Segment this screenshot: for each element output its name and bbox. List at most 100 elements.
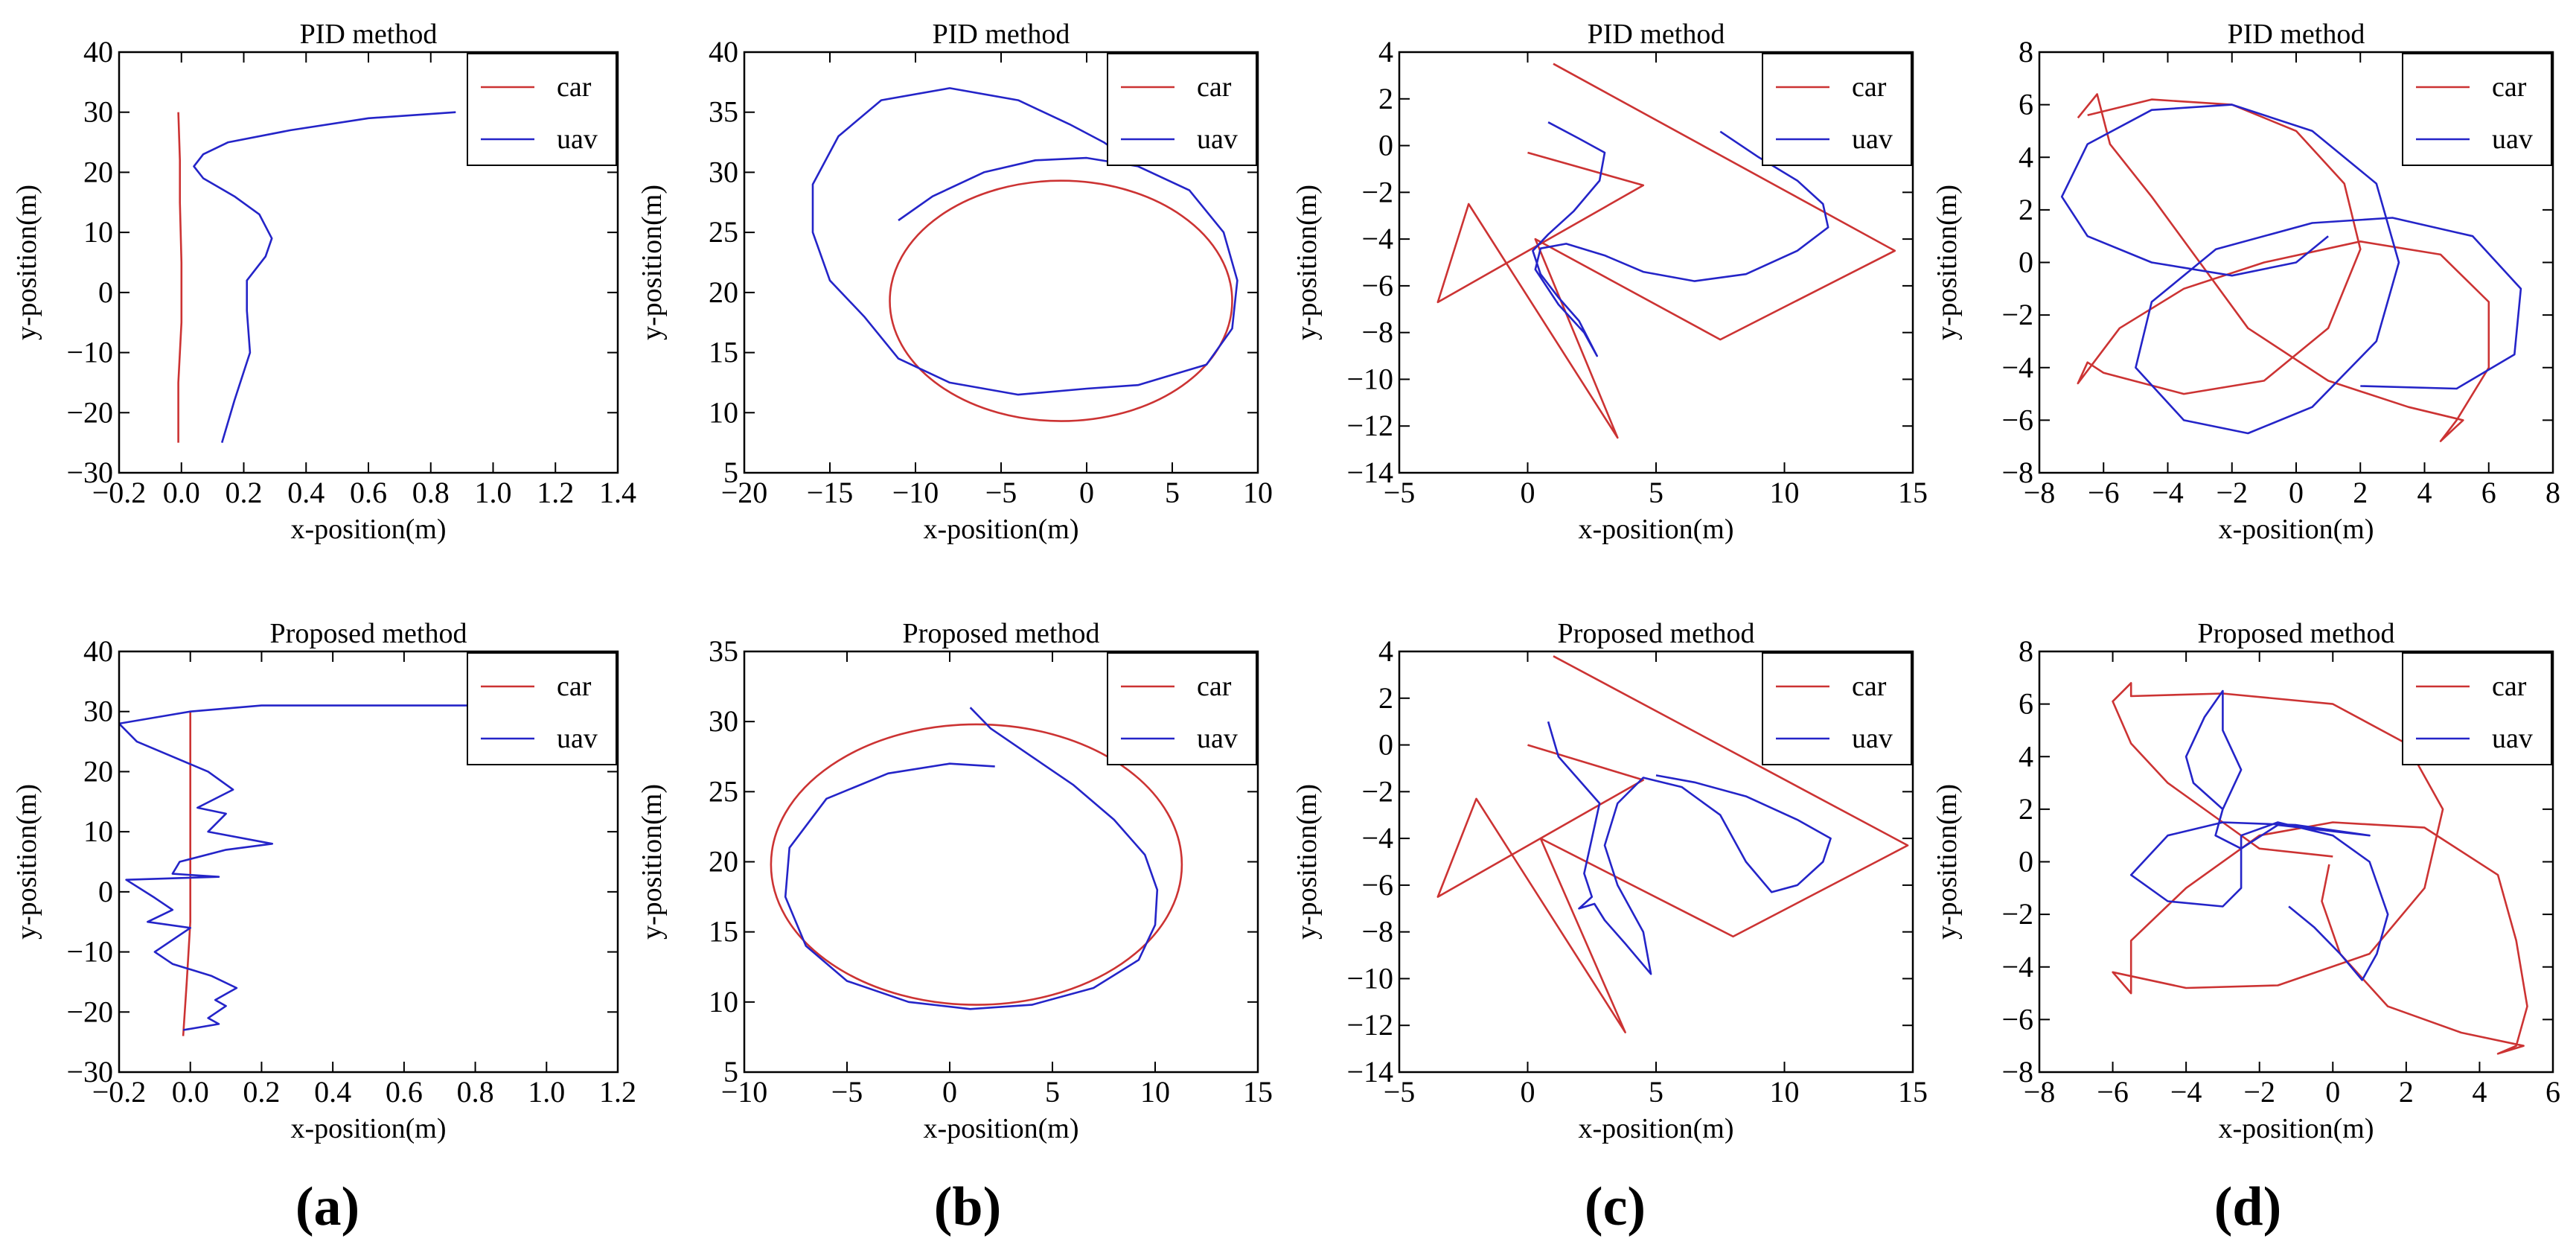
legend-box [1107, 53, 1257, 166]
y-tick-label: 4 [1378, 634, 1393, 668]
y-tick-label: 20 [709, 845, 738, 879]
y-tick-label: 8 [2019, 35, 2033, 68]
legend: car uav [2402, 53, 2552, 166]
chart-a2: −0.2 0.0 0.2 0.4 0.6 0.8 1.0 1.2 −30 −20 −10 0 10 20 3… [11, 618, 636, 1144]
y-tick-label: −8 [2001, 1055, 2033, 1088]
x-tick-label: 5 [1649, 476, 1663, 509]
y-tick-label: 5 [723, 456, 738, 489]
x-tick-label: 10 [1770, 1075, 1800, 1109]
x-tick-label: 1.2 [599, 1075, 636, 1109]
chart-b1: −20 −15 −10 −5 0 5 10 5 10 15 20 25 30 35 40 PID method… [636, 19, 1273, 545]
x-tick-label: 15 [1898, 476, 1928, 509]
x-tick-label: 8 [2545, 476, 2560, 509]
x-tick-label: 0.2 [226, 476, 263, 509]
chart-d2: −8 −6 −4 −2 0 2 4 6 −8 −6 −4 −2 0 2 4 6 8 Proposed method… [1931, 618, 2560, 1144]
series-uav-line [193, 111, 456, 443]
x-axis-label: x-position(m) [2219, 514, 2374, 545]
x-tick-label: 0.6 [350, 476, 387, 509]
y-tick-label: −2 [2001, 897, 2033, 931]
x-tick-label: −4 [2170, 1075, 2202, 1109]
x-tick-label: 2 [2399, 1075, 2414, 1109]
x-tick-label: −2 [2243, 1075, 2275, 1109]
y-tick-label: 10 [709, 395, 738, 429]
chart-title: Proposed method [1558, 618, 1755, 649]
x-tick-label: −10 [892, 476, 939, 509]
y-tick-label: −6 [2001, 403, 2033, 436]
series-group [119, 704, 483, 1036]
y-axis-label: y-position(m) [636, 185, 668, 340]
series-car-line [182, 711, 191, 1036]
series-uav-line [1532, 121, 1829, 357]
series-group [1436, 63, 1896, 439]
series-group [2060, 93, 2522, 442]
y-tick-label: 6 [2019, 687, 2033, 721]
y-tick-label: 20 [83, 155, 113, 188]
legend-box [2402, 652, 2552, 765]
chart-a1: −0.2 0.0 0.2 0.4 0.6 0.8 1.0 1.2 1.4 −30 −20 −10 0 10… [11, 19, 636, 545]
legend: car uav [1107, 53, 1257, 166]
legend-label-uav: uav [1197, 124, 1238, 155]
y-tick-label: −10 [1346, 961, 1393, 995]
plot-frame [118, 650, 619, 1074]
legend-label-car: car [557, 671, 592, 702]
y-tick-label: 0 [1378, 129, 1393, 162]
y-tick-label: −4 [2001, 351, 2033, 384]
x-tick-label: −8 [2024, 1075, 2056, 1109]
y-tick-label: 15 [709, 915, 738, 949]
x-tick-label: −5 [831, 1075, 863, 1109]
x-tick-label: 0.0 [163, 476, 200, 509]
x-tick-label: 0.4 [314, 1075, 351, 1109]
y-axis-label: y-position(m) [1291, 784, 1323, 940]
y-tick-label: −10 [66, 935, 113, 969]
x-tick-label: 1.4 [599, 476, 636, 509]
x-axis-label: x-position(m) [924, 1113, 1079, 1144]
y-tick-label: −2 [1361, 774, 1393, 808]
y-axis-label: y-position(m) [1931, 185, 1963, 340]
y-tick-label: −4 [1361, 821, 1393, 855]
y-tick-label: 20 [83, 754, 113, 788]
legend-label-uav: uav [557, 124, 598, 155]
legend-box [1762, 53, 1912, 166]
y-tick-label: −12 [1346, 1008, 1393, 1042]
y-tick-label: −2 [1361, 175, 1393, 208]
y-tick-label: 4 [1378, 35, 1393, 68]
series-car-line [1436, 63, 1896, 439]
series-uav-line [811, 87, 1239, 396]
legend: car uav [467, 652, 617, 765]
y-tick-label: −12 [1346, 409, 1393, 442]
x-tick-label: 5 [1649, 1075, 1663, 1109]
x-tick-label: −20 [721, 476, 768, 509]
x-tick-label: −6 [2088, 476, 2120, 509]
series-car-line [1436, 655, 1909, 1033]
legend-box [2402, 53, 2552, 166]
series-uav-line [784, 707, 1159, 1010]
x-tick-label: 10 [1243, 476, 1273, 509]
legend-label-car: car [2492, 71, 2527, 103]
series-group [811, 87, 1239, 422]
x-tick-label: −0.2 [92, 1075, 147, 1109]
y-axis-label: y-position(m) [636, 784, 668, 940]
y-tick-label: 30 [709, 155, 738, 188]
y-tick-label: 40 [83, 634, 113, 668]
series-car-line [2112, 682, 2528, 1055]
series-group [2112, 682, 2528, 1055]
y-tick-label: −20 [66, 995, 113, 1028]
panel-label: (b) [934, 1176, 1001, 1237]
x-tick-label: 15 [1243, 1075, 1273, 1109]
chart-c2: −5 0 5 10 15 −14 −12 −10 −8 −6 −4 −2 0 2 4 Proposed met… [1291, 618, 1928, 1144]
chart-title: PID method [933, 19, 1070, 50]
x-tick-label: 0 [942, 1075, 957, 1109]
x-tick-label: −5 [985, 476, 1017, 509]
x-tick-label: −8 [2024, 476, 2056, 509]
x-tick-label: −15 [807, 476, 854, 509]
y-tick-label: −4 [1361, 222, 1393, 255]
legend-label-uav: uav [2492, 723, 2533, 754]
y-axis-label: y-position(m) [1291, 185, 1323, 340]
legend-label-car: car [557, 71, 592, 103]
x-tick-label: 0.2 [243, 1075, 280, 1109]
y-tick-label: 10 [83, 815, 113, 848]
y-tick-label: −30 [66, 456, 113, 489]
y-tick-label: 4 [2019, 140, 2033, 173]
y-tick-label: −20 [66, 395, 113, 429]
x-tick-label: 1.0 [475, 476, 512, 509]
